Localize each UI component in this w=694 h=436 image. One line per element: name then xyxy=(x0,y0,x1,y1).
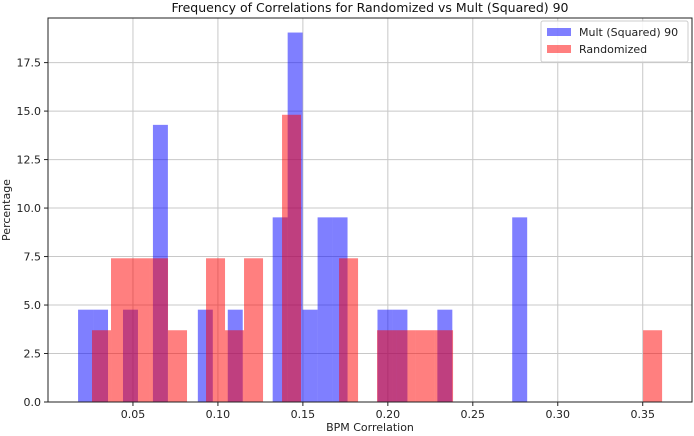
ticks: 0.05 0.10 0.15 0.20 0.25 0.30 0.35 0.0 2.5 5.0 7.5… xyxy=(17,57,655,421)
y-axis-label: Percentage xyxy=(0,179,13,241)
bar-randomized xyxy=(377,330,397,402)
bar-mult-squared-90 xyxy=(512,217,528,402)
y-tick-label: 17.5 xyxy=(17,57,42,70)
x-tick-label: 0.35 xyxy=(630,408,655,421)
bar-randomized xyxy=(643,330,663,402)
legend-swatch-randomized xyxy=(547,45,571,53)
legend: Mult (Squared) 90 Randomized xyxy=(540,20,689,63)
bar-randomized xyxy=(225,330,245,402)
legend-label-randomized: Randomized xyxy=(579,43,647,56)
bar-randomized xyxy=(149,258,169,402)
bar-randomized xyxy=(434,330,454,402)
bar-mult-squared-90 xyxy=(302,309,318,402)
bar-mult-squared-90 xyxy=(78,309,94,402)
bar-randomized xyxy=(282,114,302,402)
bar-randomized xyxy=(415,330,435,402)
y-tick-label: 2.5 xyxy=(24,348,42,361)
y-tick-label: 10.0 xyxy=(17,202,42,215)
chart-title: Frequency of Correlations for Randomized… xyxy=(171,0,568,15)
legend-swatch-mult-squared-90 xyxy=(547,28,571,36)
bar-randomized xyxy=(244,258,264,402)
x-tick-label: 0.10 xyxy=(206,408,231,421)
plot-frame xyxy=(47,17,693,403)
bar-randomized xyxy=(130,258,150,402)
bar-randomized xyxy=(111,258,131,402)
y-tick-label: 12.5 xyxy=(17,154,42,167)
bar-randomized xyxy=(168,330,188,402)
x-tick-label: 0.15 xyxy=(291,408,316,421)
y-tick-label: 0.0 xyxy=(24,396,42,409)
x-axis-label: BPM Correlation xyxy=(326,421,414,434)
y-tick-label: 15.0 xyxy=(17,105,42,118)
y-tick-label: 7.5 xyxy=(24,251,42,264)
bars xyxy=(78,32,663,403)
bar-randomized xyxy=(339,258,359,402)
legend-box xyxy=(540,20,689,63)
x-tick-label: 0.05 xyxy=(121,408,146,421)
bar-randomized xyxy=(396,330,416,402)
x-tick-label: 0.20 xyxy=(376,408,401,421)
x-tick-label: 0.25 xyxy=(461,408,486,421)
bar-randomized xyxy=(92,330,112,402)
legend-label-mult-squared-90: Mult (Squared) 90 xyxy=(579,26,678,39)
x-tick-label: 0.30 xyxy=(546,408,571,421)
bar-mult-squared-90 xyxy=(317,217,333,402)
y-tick-label: 5.0 xyxy=(24,299,42,312)
bar-randomized xyxy=(206,258,226,402)
